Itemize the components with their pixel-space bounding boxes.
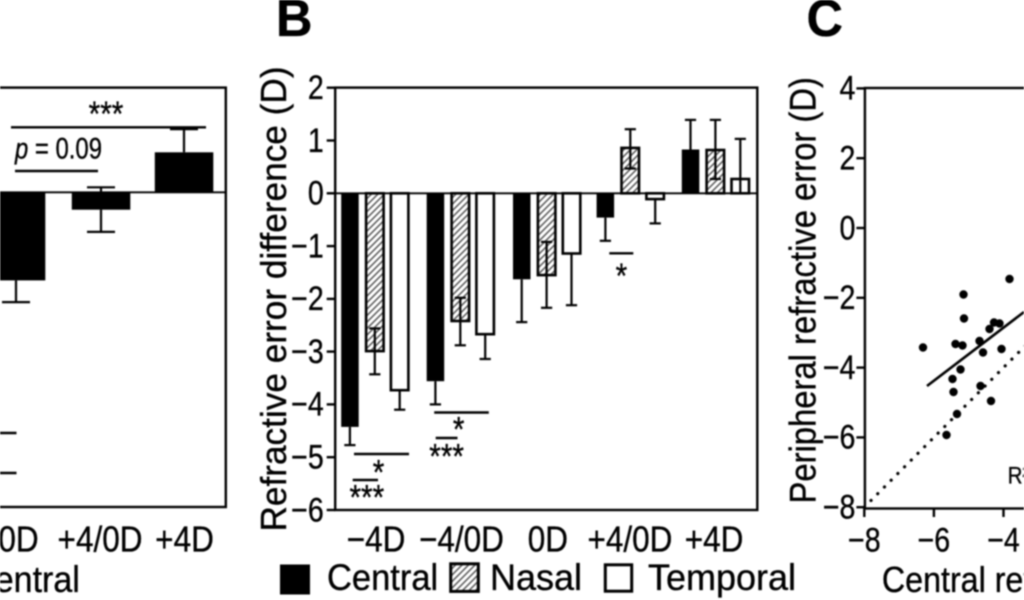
- svg-text:+4/0D: +4/0D: [587, 519, 672, 559]
- svg-text:0D: 0D: [0, 519, 39, 559]
- svg-text:R² = 0.38: R² = 0.38: [1008, 462, 1024, 489]
- svg-text:0: 0: [840, 209, 856, 247]
- svg-text:Nasal: Nasal: [490, 556, 582, 598]
- svg-text:−2: −2: [823, 279, 856, 317]
- svg-text:Peripheral refractive error (D: Peripheral refractive error (D): [783, 77, 825, 503]
- svg-text:−4/0D: −4/0D: [419, 519, 504, 559]
- svg-text:*: *: [453, 410, 465, 449]
- svg-text:−5: −5: [291, 438, 324, 476]
- svg-text:2: 2: [840, 139, 856, 177]
- svg-text:−6: −6: [823, 418, 856, 456]
- svg-text:−4D: −4D: [347, 519, 406, 559]
- svg-text:Temporal: Temporal: [648, 556, 796, 598]
- svg-text:4: 4: [840, 69, 856, 107]
- svg-text:−1: −1: [291, 227, 324, 265]
- svg-text:−6: −6: [918, 521, 951, 559]
- svg-text:Central: Central: [327, 556, 438, 599]
- svg-text:0: 0: [308, 174, 324, 212]
- svg-text:*: *: [616, 257, 628, 296]
- svg-text:0D: 0D: [528, 519, 568, 559]
- svg-text:2: 2: [308, 69, 324, 107]
- svg-text:Central refractive error (D): Central refractive error (D): [882, 560, 1024, 600]
- svg-text:p = 0.09: p = 0.09: [14, 132, 102, 165]
- svg-text:−8: −8: [823, 488, 856, 526]
- svg-text:−2: −2: [291, 280, 324, 318]
- svg-text:+4D: +4D: [685, 519, 744, 559]
- svg-text:***: ***: [349, 478, 384, 517]
- svg-text:−4: −4: [291, 385, 324, 423]
- svg-text:Refractive error difference (D: Refractive error difference (D): [253, 66, 294, 531]
- svg-text:***: ***: [89, 95, 124, 134]
- svg-text:−4: −4: [823, 349, 856, 387]
- svg-text:−6: −6: [291, 491, 324, 529]
- svg-text:−8: −8: [848, 521, 881, 559]
- svg-text:*: *: [373, 453, 385, 492]
- svg-text:+4/0D: +4/0D: [58, 519, 143, 559]
- svg-text:−4: −4: [987, 521, 1020, 559]
- svg-text:−3: −3: [291, 333, 324, 371]
- svg-text:***: ***: [429, 437, 464, 476]
- svg-text:C: C: [807, 0, 843, 47]
- svg-text:1: 1: [308, 121, 324, 159]
- svg-text:+4D: +4D: [155, 519, 214, 559]
- svg-text:Central: Central: [0, 559, 80, 600]
- svg-text:B: B: [276, 0, 312, 47]
